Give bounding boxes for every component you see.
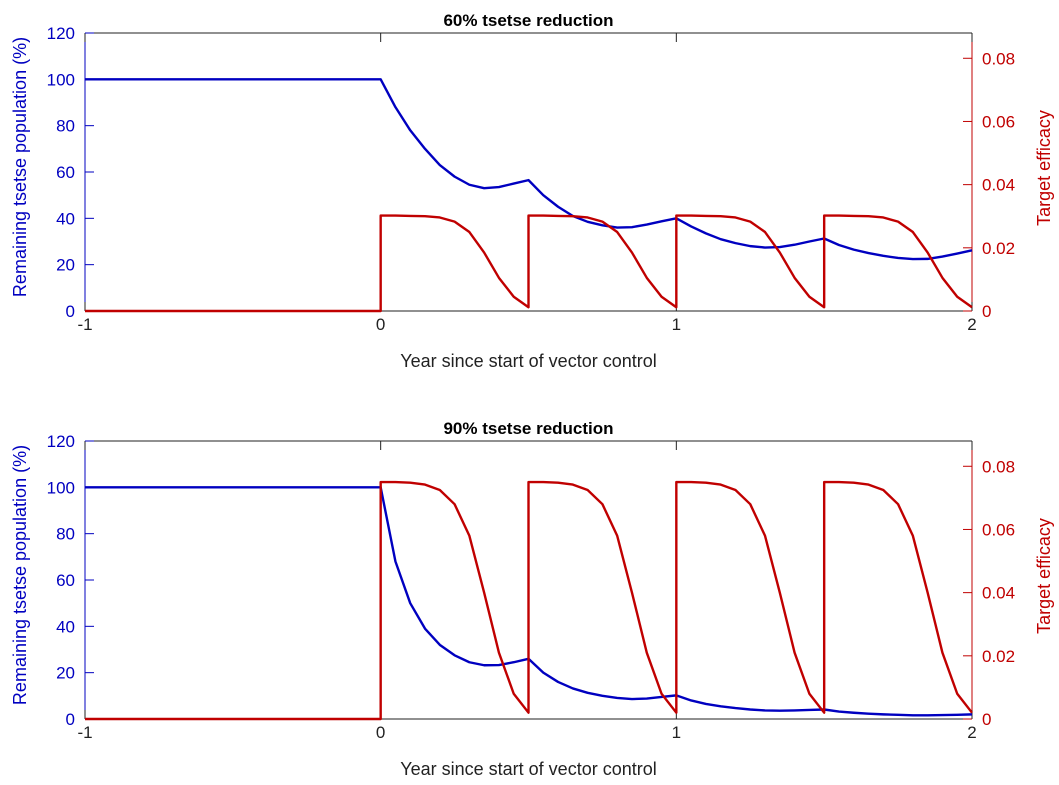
chart-panel-1: -1 0 1 202040608010012000.020.040.060.0860%… — [10, 11, 1054, 371]
x-tick-label: -1 — [77, 723, 92, 742]
y-left-tick-label: 120 — [47, 24, 75, 43]
y-left-tick-label: 100 — [47, 70, 75, 89]
x-tick-label: 0 — [376, 315, 385, 334]
x-axis-label: Year since start of vector control — [400, 759, 656, 779]
y-left-tick-label: 100 — [47, 478, 75, 497]
y-left-tick-label: 20 — [56, 664, 75, 683]
y-right-tick-label: 0.02 — [982, 239, 1015, 258]
target-efficacy-line — [85, 480, 973, 721]
y-left-tick-label: 120 — [47, 432, 75, 451]
y-right-tick-label: 0.02 — [982, 647, 1015, 666]
y-left-tick-label: 0 — [66, 710, 75, 729]
y-right-axis-label: Target efficacy — [1034, 518, 1054, 634]
y-right-tick-label: 0.04 — [982, 176, 1015, 195]
tsetse-population-line — [85, 78, 973, 261]
y-left-tick-label: 40 — [56, 209, 75, 228]
y-left-tick-label: 80 — [56, 525, 75, 544]
y-right-tick-label: 0.06 — [982, 520, 1015, 539]
y-left-tick-label: 80 — [56, 117, 75, 136]
chart-title: 60% tsetse reduction — [443, 11, 613, 30]
tsetse-population-line — [85, 486, 973, 717]
y-left-tick-label: 0 — [66, 302, 75, 321]
chart-panel-2: -1 0 1 202040608010012000.020.040.060.0890%… — [10, 419, 1054, 779]
x-tick-label: 2 — [967, 315, 976, 334]
chart-title: 90% tsetse reduction — [443, 419, 613, 438]
x-tick-label: 1 — [672, 723, 681, 742]
y-left-tick-label: 40 — [56, 617, 75, 636]
y-right-tick-label: 0.06 — [982, 112, 1015, 131]
y-left-axis-label: Remaining tsetse population (%) — [10, 37, 30, 297]
x-tick-label: 1 — [672, 315, 681, 334]
x-tick-label: 2 — [967, 723, 976, 742]
y-right-tick-label: 0.08 — [982, 49, 1015, 68]
x-tick-label: -1 — [77, 315, 92, 334]
y-left-tick-label: 20 — [56, 256, 75, 275]
y-right-axis-label: Target efficacy — [1034, 110, 1054, 226]
y-left-axis-label: Remaining tsetse population (%) — [10, 445, 30, 705]
x-axis-label: Year since start of vector control — [400, 351, 656, 371]
y-right-tick-label: 0.08 — [982, 457, 1015, 476]
y-right-tick-label: 0.04 — [982, 584, 1015, 603]
y-left-tick-label: 60 — [56, 571, 75, 590]
y-right-tick-label: 0 — [982, 710, 991, 729]
target-efficacy-line — [85, 214, 973, 313]
y-left-tick-label: 60 — [56, 163, 75, 182]
y-right-tick-label: 0 — [982, 302, 991, 321]
x-tick-label: 0 — [376, 723, 385, 742]
